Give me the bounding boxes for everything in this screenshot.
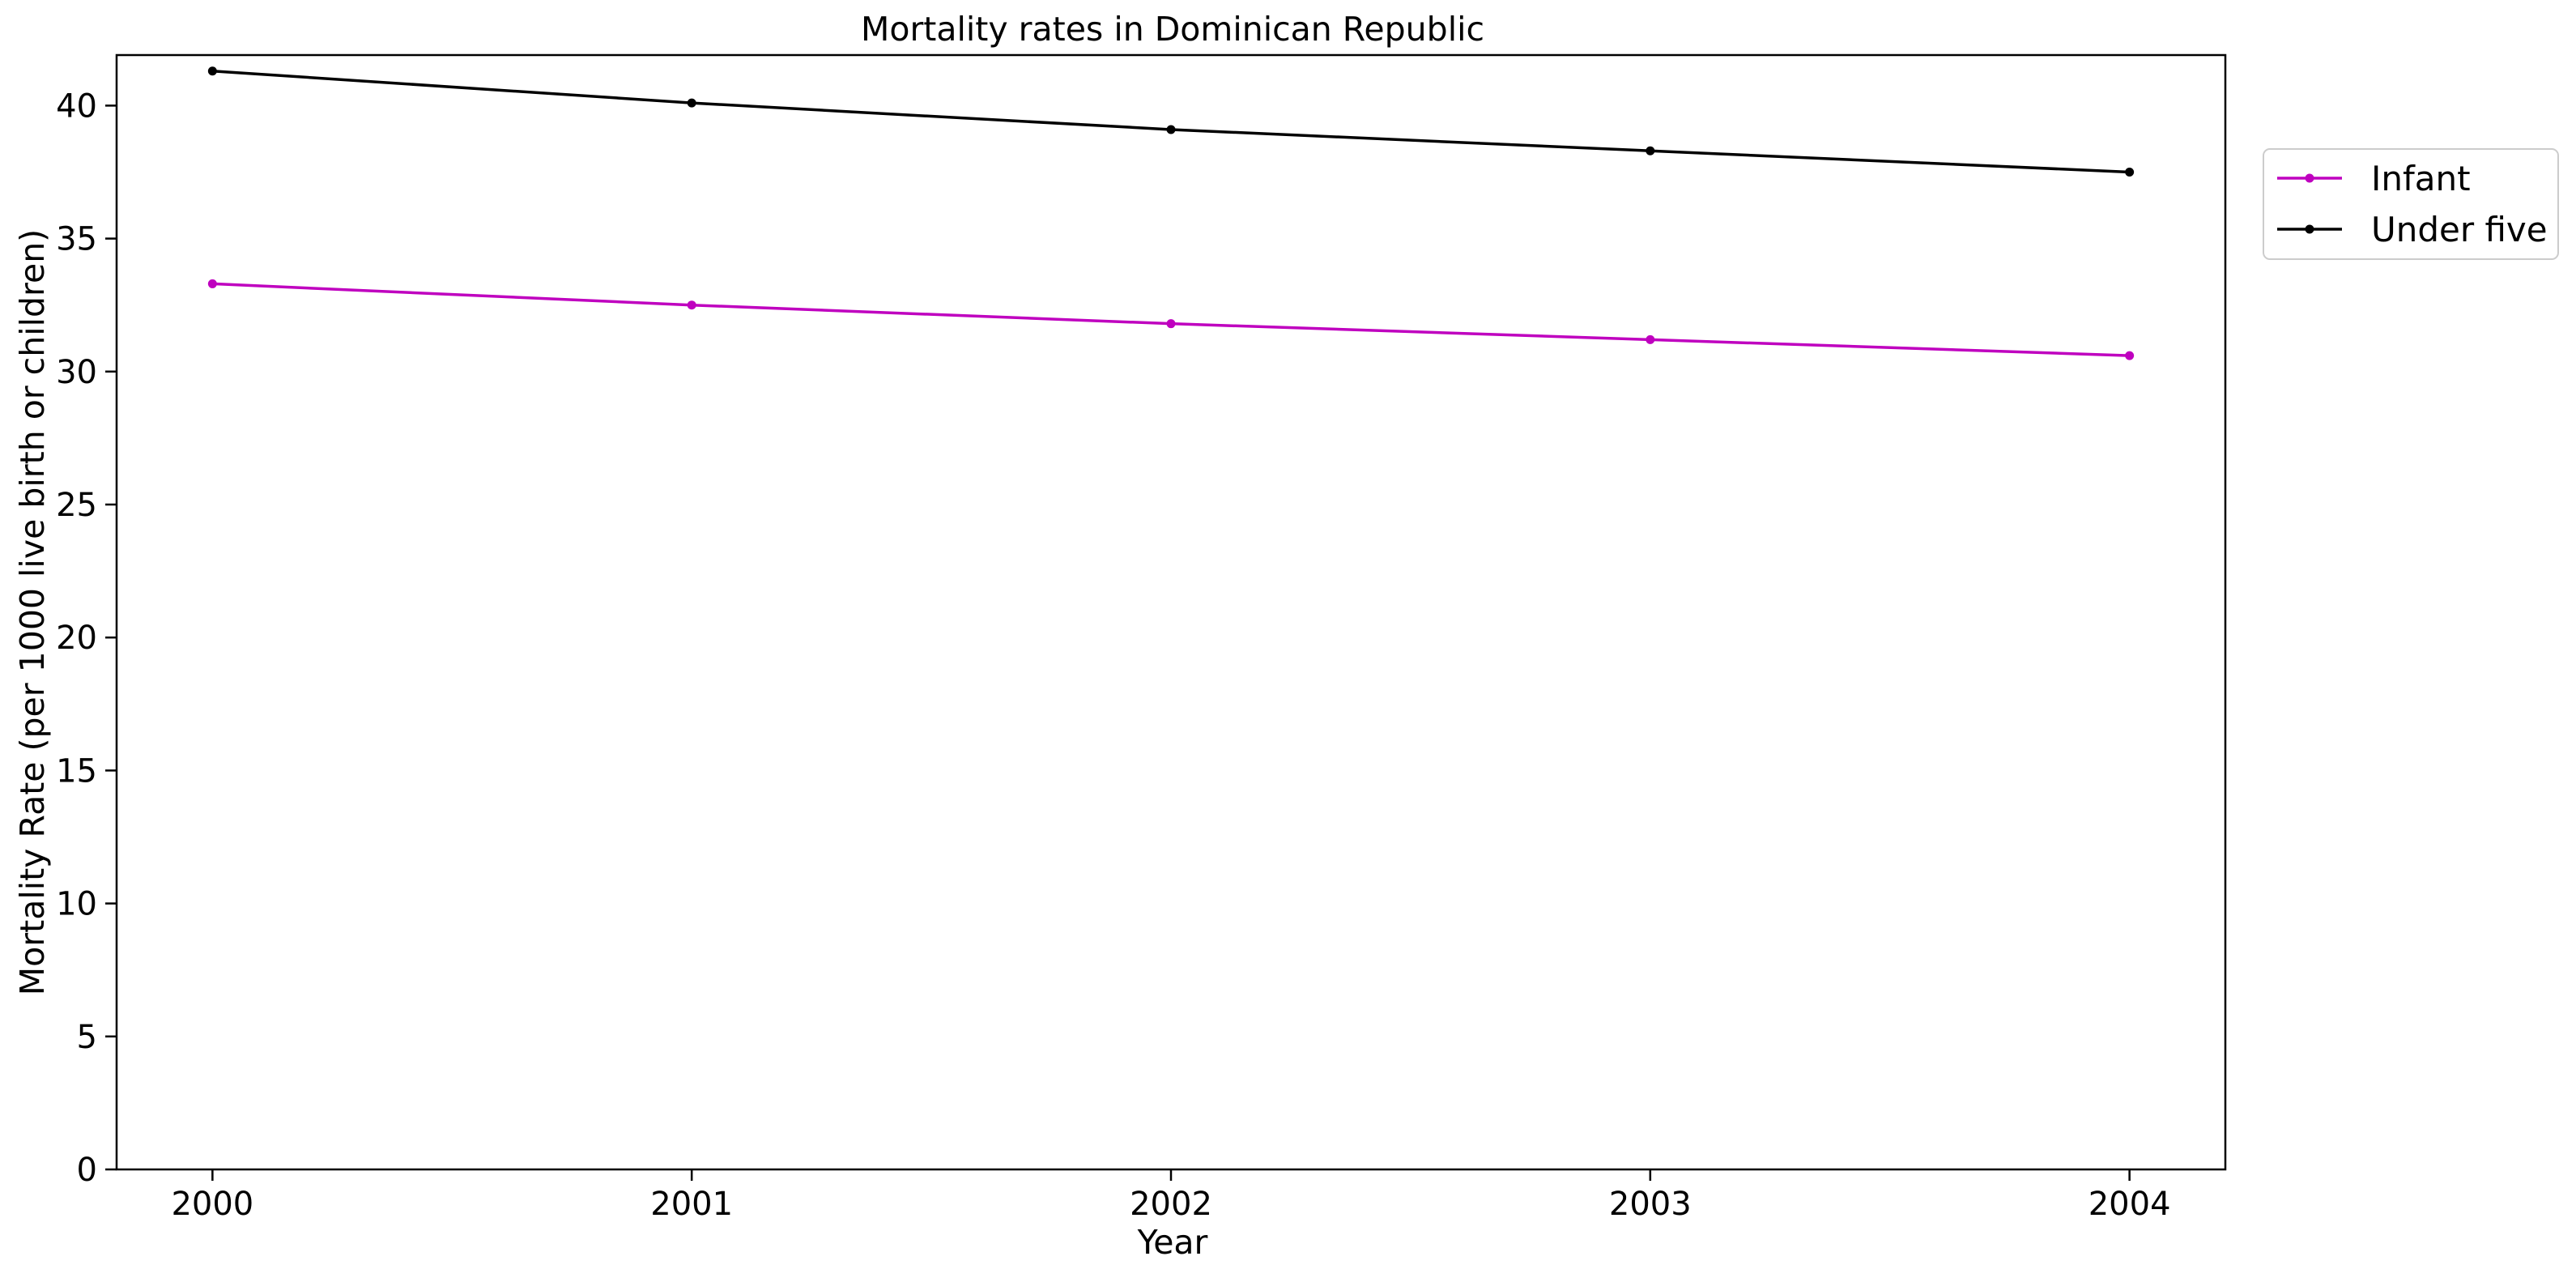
x-axis-ticks: 2000 2001 2002 2003 2004: [171, 1169, 2171, 1223]
series-points: [207, 66, 2135, 360]
y-tick-label: 25: [56, 487, 97, 524]
series-line: [212, 69, 2130, 174]
data-point: [2125, 351, 2135, 360]
chart-title: Mortality rates in Dominican Republic: [861, 10, 1484, 49]
legend-box: [2263, 148, 2559, 260]
x-tick-label: 2003: [1609, 1186, 1692, 1223]
y-axis-ticks: 0 5 10 15 20 25 30 35 40: [56, 87, 117, 1189]
y-tick-label: 10: [56, 886, 97, 923]
y-tick-label: 15: [56, 752, 97, 790]
x-tick-label: 2002: [1130, 1186, 1212, 1223]
data-point: [1166, 125, 1176, 134]
x-tick-label: 2004: [2088, 1186, 2171, 1223]
data-point: [1646, 334, 1655, 344]
y-tick-label: 30: [56, 354, 97, 391]
legend: Infant Under five: [2263, 148, 2559, 260]
data-point: [1646, 146, 1655, 155]
y-tick-label: 40: [56, 87, 97, 125]
plot-frame: [115, 53, 2227, 1171]
y-tick-label: 35: [56, 221, 97, 258]
y-tick-label: 0: [77, 1152, 97, 1189]
y-tick-label: 20: [56, 620, 97, 657]
data-point: [1166, 319, 1176, 329]
data-point: [207, 279, 217, 288]
data-point: [687, 98, 696, 108]
legend-label: Infant: [2371, 159, 2471, 198]
legend-items: Infant Under five: [2277, 159, 2548, 249]
legend-label: Under five: [2371, 210, 2548, 249]
series-lines: [212, 69, 2130, 357]
x-tick-label: 2000: [171, 1186, 253, 1223]
x-tick-label: 2001: [650, 1186, 733, 1223]
legend-marker: [2305, 173, 2314, 183]
data-point: [207, 66, 217, 76]
data-point: [687, 300, 696, 310]
legend-marker: [2305, 224, 2314, 234]
y-tick-label: 5: [77, 1019, 97, 1056]
x-axis-label: Year: [1137, 1223, 1208, 1262]
y-axis-label: Mortality Rate (per 1000 live birth or c…: [13, 229, 52, 995]
data-point: [2125, 167, 2135, 177]
